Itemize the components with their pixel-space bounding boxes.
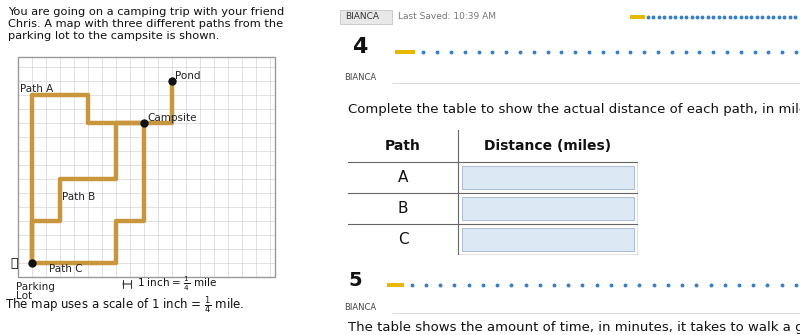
Text: Parking: Parking: [16, 282, 55, 292]
Bar: [462, 228, 634, 251]
Bar: [348, 162, 458, 193]
Bar: [630, 15, 645, 19]
Text: Distance (miles): Distance (miles): [485, 139, 611, 153]
Text: Chris. A map with three different paths from the: Chris. A map with three different paths …: [8, 19, 283, 29]
Bar: [340, 10, 392, 24]
Text: A: A: [398, 170, 408, 185]
Text: BIANCA: BIANCA: [344, 303, 376, 312]
Bar: [18, 57, 275, 277]
Text: 5: 5: [349, 271, 362, 290]
Text: 4: 4: [353, 37, 368, 57]
Text: Path C: Path C: [49, 264, 82, 274]
Bar: [462, 197, 634, 220]
Text: parking lot to the campsite is shown.: parking lot to the campsite is shown.: [8, 31, 219, 41]
Bar: [462, 166, 634, 189]
Text: Path A: Path A: [20, 84, 54, 94]
Bar: [395, 50, 415, 54]
Text: 🚗: 🚗: [10, 257, 18, 270]
Text: Path B: Path B: [62, 192, 95, 202]
Text: BIANCA: BIANCA: [345, 12, 379, 21]
Text: Lot: Lot: [16, 291, 32, 301]
Text: The table shows the amount of time, in minutes, it takes to walk a give: The table shows the amount of time, in m…: [348, 322, 800, 335]
Text: B: B: [398, 201, 408, 216]
Bar: [387, 283, 403, 287]
Text: You are going on a camping trip with your friend: You are going on a camping trip with you…: [8, 7, 284, 17]
Text: 1 inch = $\frac{1}{4}$ mile: 1 inch = $\frac{1}{4}$ mile: [137, 275, 217, 293]
Text: The map uses a scale of 1 inch = $\frac{1}{4}$ mile.: The map uses a scale of 1 inch = $\frac{…: [5, 294, 244, 316]
Text: Campsite: Campsite: [147, 113, 197, 123]
Text: BIANCA: BIANCA: [344, 72, 376, 81]
Text: Last Saved: 10:39 AM: Last Saved: 10:39 AM: [398, 12, 496, 21]
Bar: [348, 224, 458, 255]
Bar: [348, 130, 638, 162]
Bar: [348, 193, 458, 224]
Text: Path: Path: [385, 139, 421, 153]
Text: C: C: [398, 232, 408, 247]
Text: Complete the table to show the actual distance of each path, in miles.: Complete the table to show the actual di…: [348, 104, 800, 117]
Text: Pond: Pond: [175, 71, 201, 81]
